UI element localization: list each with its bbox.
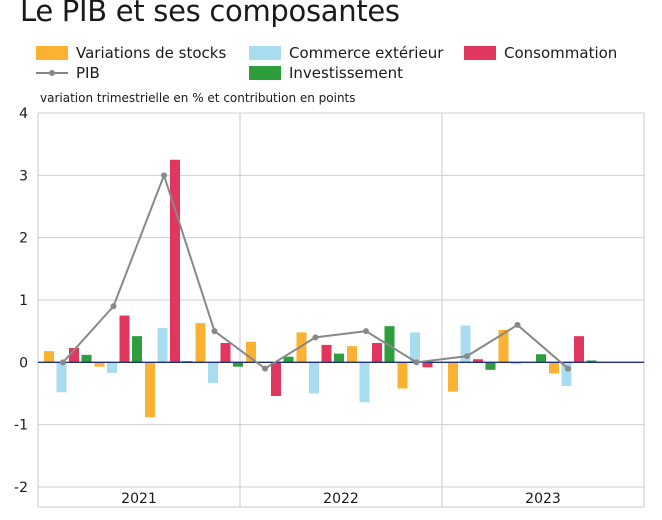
legend-label-pib: PIB (76, 64, 100, 82)
pib-point-3 (211, 328, 218, 335)
legend-swatch-investissement (249, 66, 281, 80)
legend-item-pib: PIB (36, 64, 100, 82)
bar-0-6 (347, 346, 357, 363)
bar-2-7 (422, 362, 433, 368)
bar-1-5 (309, 362, 319, 394)
bar-2-0 (69, 347, 79, 363)
bar-2-8 (473, 359, 483, 363)
legend-item-consommation: Consommation (464, 44, 617, 62)
y-tick-label: 2 (19, 231, 28, 247)
legend-label-investissement: Investissement (289, 64, 403, 82)
bar-3-10 (586, 360, 597, 363)
bar-1-0 (56, 362, 67, 393)
bar-2-2 (170, 159, 180, 363)
bar-3-1 (132, 336, 142, 363)
bar-0-7 (397, 362, 408, 389)
pib-point-6 (363, 328, 369, 335)
bar-3-8 (485, 362, 496, 370)
bar-1-7 (410, 332, 420, 363)
bar-0-10 (549, 362, 559, 374)
bar-0-9 (498, 329, 509, 363)
bar-2-10 (574, 336, 584, 363)
x-year-label: 2022 (323, 491, 359, 507)
bar-1-9 (511, 362, 521, 365)
bar-0-3 (195, 323, 206, 363)
legend-label-stocks: Variations de stocks (76, 44, 227, 62)
bar-3-3 (233, 362, 243, 367)
bar-2-6 (372, 343, 382, 363)
bar-1-6 (359, 362, 370, 403)
bar-3-9 (536, 354, 546, 363)
bar-0-8 (448, 362, 458, 392)
legend-swatch-commerce (249, 46, 281, 60)
legend-swatch-consommation (464, 46, 496, 60)
bar-2-5 (321, 344, 332, 363)
x-year-label: 2023 (525, 491, 561, 507)
bar-3-6 (384, 326, 395, 363)
bar-0-0 (44, 351, 54, 363)
bar-3-0 (81, 354, 92, 363)
chart-title: Le PIB et ses composantes (20, 0, 400, 28)
bar-2-3 (220, 343, 231, 363)
legend-swatch-stocks (36, 46, 68, 60)
pib-point-1 (110, 303, 117, 310)
bar-1-10 (561, 362, 572, 387)
y-axis-label: variation trimestrielle en % et contribu… (40, 91, 356, 105)
bar-2-1 (119, 315, 130, 363)
pib-point-8 (464, 353, 470, 360)
legend-item-stocks: Variations de stocks (36, 44, 226, 62)
legend-swatch-pib (36, 66, 68, 80)
x-year-label: 2021 (121, 491, 157, 507)
bar-2-4 (271, 362, 281, 396)
legend-item-commerce: Commerce extérieur (249, 44, 443, 62)
pib-point-7 (413, 359, 420, 366)
bar-1-8 (460, 325, 471, 363)
bar-3-5 (334, 353, 344, 363)
bar-0-4 (246, 341, 256, 363)
bar-0-5 (296, 332, 307, 363)
legend-label-commerce: Commerce extérieur (289, 44, 444, 62)
y-tick-label: -1 (14, 418, 28, 434)
pib-point-0 (60, 359, 66, 366)
bar-1-1 (107, 362, 117, 373)
legend-item-investissement: Investissement (249, 64, 403, 82)
y-tick-label: 4 (19, 106, 28, 122)
bar-1-2 (157, 328, 168, 363)
legend-label-consommation: Consommation (504, 44, 618, 62)
bar-3-4 (283, 356, 294, 363)
bar-0-1 (94, 362, 105, 367)
pib-point-9 (514, 321, 521, 328)
y-tick-label: -2 (14, 480, 28, 496)
pib-point-10 (565, 365, 571, 372)
bar-0-2 (145, 362, 155, 418)
y-tick-label: 1 (19, 293, 28, 309)
pib-point-5 (312, 334, 319, 341)
bar-1-3 (208, 362, 218, 383)
y-tick-label: 0 (19, 355, 28, 371)
pib-point-4 (262, 365, 268, 372)
pib-point-2 (161, 172, 167, 179)
y-tick-label: 3 (19, 168, 28, 184)
